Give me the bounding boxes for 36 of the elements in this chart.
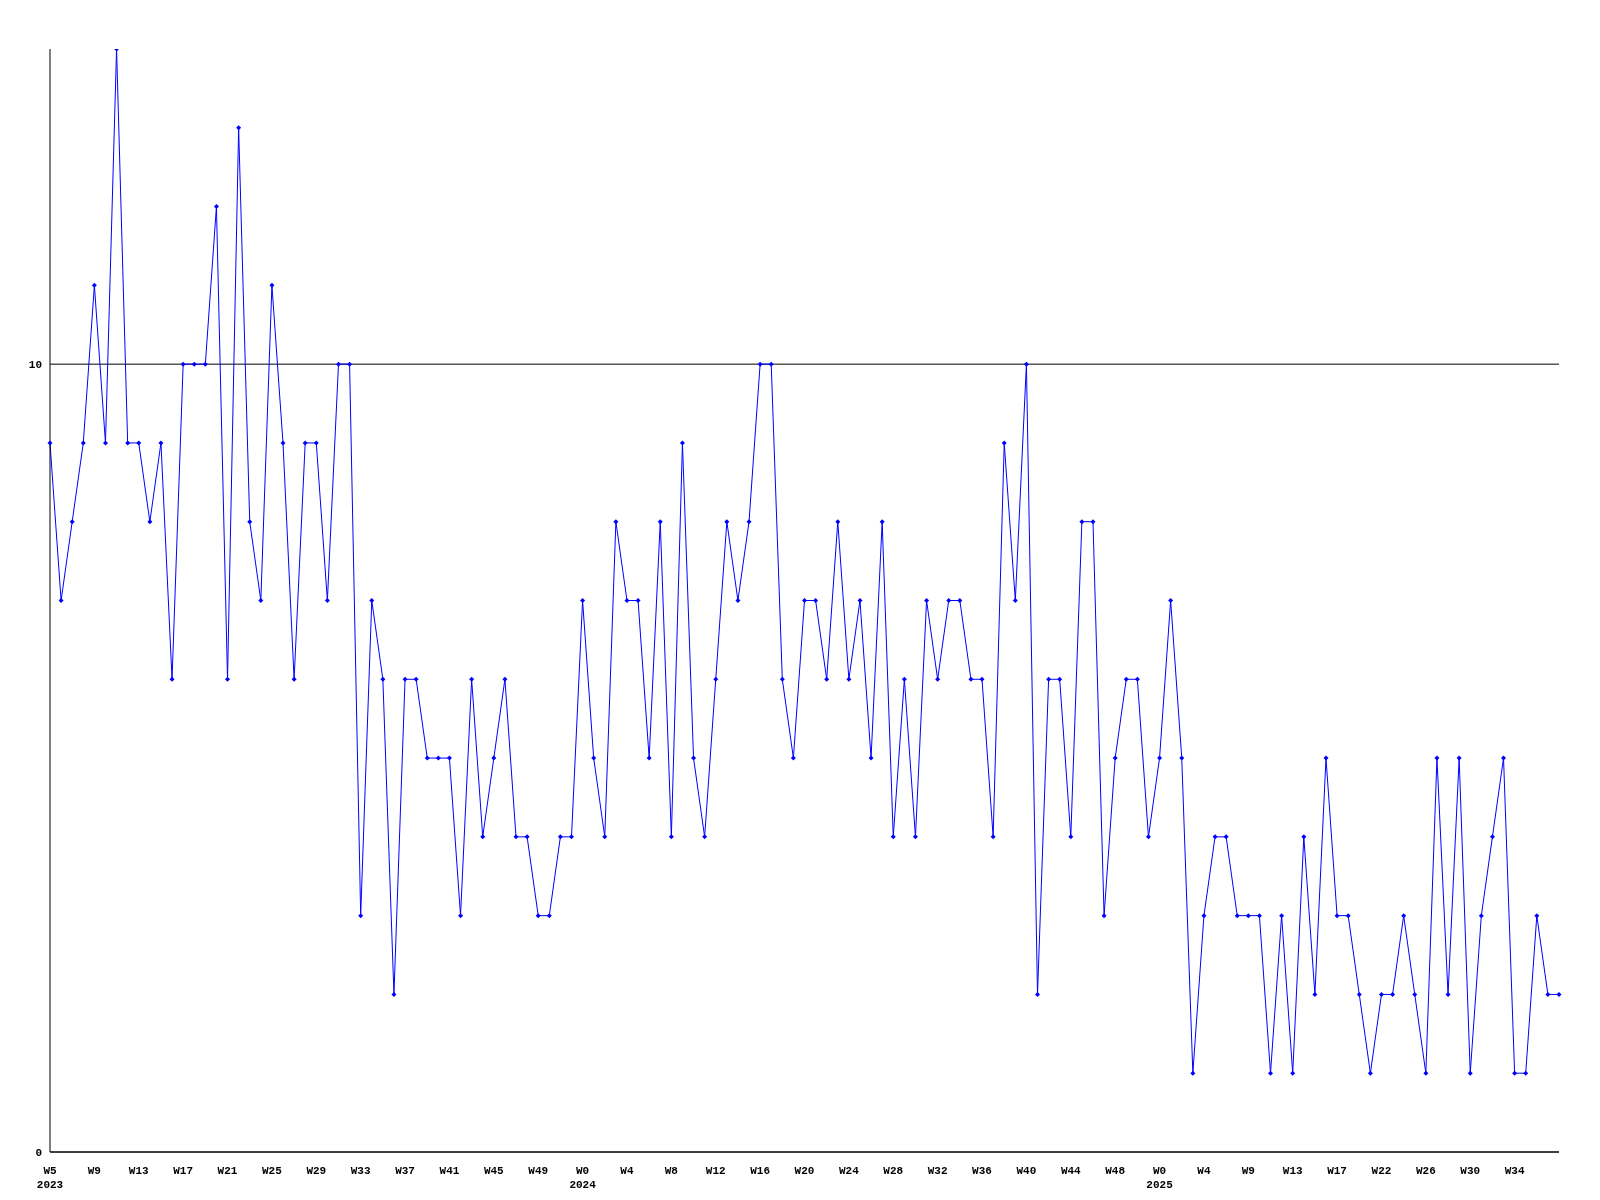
x-tick-label: W36 [972, 1165, 992, 1177]
x-tick-label: W25 [262, 1165, 283, 1177]
x-tick-label: W16 [750, 1165, 771, 1177]
x-tick-label: W12 [705, 1165, 726, 1177]
x-tick-label: W29 [306, 1165, 327, 1177]
x-tick-label: W41 [439, 1165, 460, 1177]
x-tick-label: W48 [1105, 1165, 1126, 1177]
x-tick-label: W4 [1197, 1165, 1211, 1177]
x-tick-label: W0 2025 [1146, 1165, 1174, 1191]
x-tick-label: W30 [1460, 1165, 1481, 1177]
x-tick-label: W22 [1371, 1165, 1392, 1177]
x-tick-label: W37 [395, 1165, 415, 1177]
x-tick-label: W17 [173, 1165, 194, 1177]
y-tick-label: 0 [35, 1146, 42, 1159]
x-tick-label: W40 [1016, 1165, 1037, 1177]
x-tick-label: W28 [883, 1165, 904, 1177]
x-tick-label: W44 [1060, 1165, 1082, 1177]
y-tick-label: 10 [28, 359, 42, 372]
x-tick-label: W33 [350, 1165, 371, 1177]
x-tick-label: W24 [838, 1165, 860, 1177]
x-tick-label: W21 [217, 1165, 238, 1177]
x-tick-label: W9 [87, 1165, 101, 1177]
x-tick-label: W13 [128, 1165, 150, 1177]
x-tick-label: W45 [483, 1165, 505, 1177]
x-tick-label: W0 2024 [569, 1165, 597, 1191]
x-tick-label: W26 [1415, 1165, 1436, 1177]
x-tick-label: W5 2023 [36, 1165, 64, 1191]
x-tick-label: W34 [1504, 1165, 1525, 1177]
x-tick-label: W32 [927, 1165, 948, 1177]
x-tick-label: W17 [1327, 1165, 1347, 1177]
x-tick-label: W13 [1282, 1165, 1303, 1177]
x-tick-label: W8 [664, 1165, 679, 1177]
x-tick-label: W49 [528, 1165, 549, 1177]
x-tick-label: W4 [620, 1165, 634, 1177]
x-tick-label: W20 [794, 1165, 815, 1177]
x-tick-label: W9 [1241, 1165, 1255, 1177]
